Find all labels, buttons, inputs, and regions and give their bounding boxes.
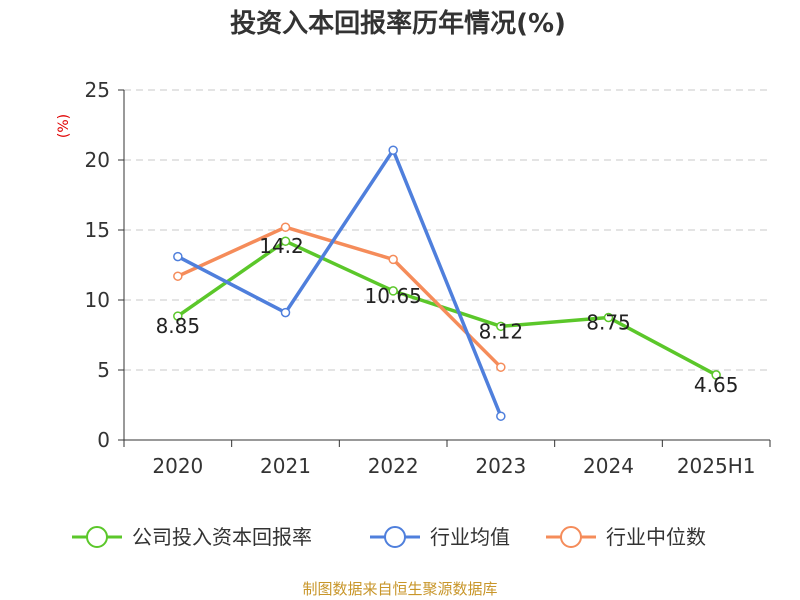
data-point — [603, 312, 614, 323]
legend-marker — [86, 526, 108, 548]
data-label: 10.65 — [365, 284, 422, 308]
data-point — [496, 411, 506, 421]
y-tick-label: 15 — [85, 218, 110, 242]
series-0 — [173, 236, 721, 380]
data-label: 8.85 — [156, 314, 201, 338]
data-point — [388, 286, 398, 296]
y-tick-label: 0 — [97, 428, 110, 452]
x-tick-label: 2020 — [152, 454, 203, 478]
y-tick-label: 10 — [85, 288, 110, 312]
data-point — [173, 271, 183, 281]
series-2 — [173, 222, 506, 372]
data-point — [173, 311, 183, 321]
x-tick-label: 2024 — [583, 454, 634, 478]
legend-item-0: 公司投入资本回报率 — [72, 525, 312, 549]
legend-marker — [384, 526, 406, 548]
data-point — [388, 254, 398, 265]
data-point — [173, 251, 183, 262]
axes — [118, 89, 771, 447]
x-tick-label: 2023 — [475, 454, 526, 478]
legend: 公司投入资本回报率 行业均值 行业中位数 — [72, 525, 706, 549]
data-point — [280, 307, 291, 318]
y-tick-label: 5 — [97, 358, 110, 382]
data-point — [388, 145, 398, 155]
series-line — [177, 148, 503, 417]
data-point — [496, 321, 506, 332]
x-tick-label: 2021 — [260, 454, 311, 478]
data-point — [280, 222, 291, 232]
series-line — [177, 225, 503, 369]
y-axis-label: (%) — [56, 114, 72, 138]
series-lines — [173, 145, 721, 421]
data-label: 8.12 — [479, 319, 524, 343]
x-tick-label: 2025H1 — [677, 454, 756, 478]
legend-marker — [560, 526, 582, 548]
data-point — [711, 370, 721, 380]
legend-label: 行业中位数 — [606, 525, 706, 549]
data-label: 14.2 — [259, 234, 304, 258]
data-label: 4.65 — [694, 373, 739, 397]
y-tick-label: 20 — [85, 148, 110, 172]
legend-label: 公司投入资本回报率 — [132, 525, 312, 549]
y-tick-label: 25 — [85, 78, 110, 102]
x-tick-label: 2022 — [368, 454, 419, 478]
series-1 — [173, 145, 506, 421]
y-tick-labels: 0 5 10 15 20 25 — [85, 78, 110, 452]
grid-lines — [124, 89, 770, 371]
data-point — [280, 236, 291, 246]
legend-item-1: 行业均值 — [370, 525, 510, 549]
data-label: 8.75 — [586, 311, 631, 335]
source-note: 制图数据来自恒生聚源数据库 — [302, 580, 497, 598]
data-point — [496, 362, 506, 372]
data-labels: 8.85 14.2 10.65 8.12 8.75 4.65 — [156, 234, 739, 397]
chart-title: 投资入本回报率历年情况(%) — [230, 8, 566, 39]
series-line — [176, 239, 717, 377]
legend-item-2: 行业中位数 — [546, 525, 706, 549]
x-tick-labels: 2020 2021 2022 2023 2024 2025H1 — [152, 454, 755, 478]
legend-label: 行业均值 — [430, 525, 510, 549]
